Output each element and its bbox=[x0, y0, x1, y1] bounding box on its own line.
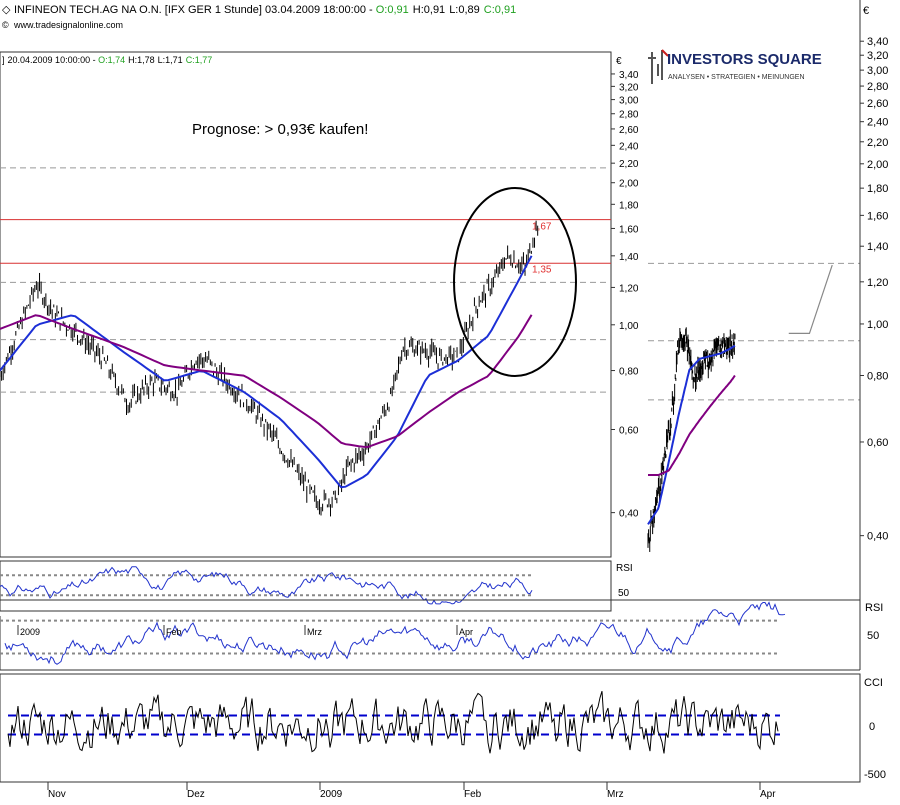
rsi-small-label: RSI bbox=[616, 563, 633, 574]
main-ytick-label: 1,60 bbox=[619, 224, 639, 235]
cci-tick-zero: 0 bbox=[869, 721, 875, 733]
rsi-wide-plot-layer: 2009 Feb Mrz Apr bbox=[0, 601, 786, 665]
right-ytick-label: 1,20 bbox=[867, 277, 888, 289]
inner-low: L:1,71 bbox=[158, 55, 183, 65]
main-plot-layer: 3,403,20 3,00 2,80 2,60 2,40 2,20 2,00 1,80 1,60… bbox=[0, 70, 639, 520]
main-ytick-label: 0,80 bbox=[619, 367, 639, 378]
cci-xtick-label: Apr bbox=[760, 789, 776, 800]
main-ytick-label: 3,00 bbox=[619, 96, 639, 107]
main-ytick-label: 3,20 bbox=[619, 82, 639, 93]
ma-slow-line bbox=[0, 314, 533, 449]
rsi-wide-xtick-label: Feb bbox=[166, 627, 182, 637]
inner-high: H:1,78 bbox=[128, 55, 155, 65]
main-currency-label: € bbox=[616, 56, 622, 67]
projection-path bbox=[788, 264, 833, 334]
rsi-wide-tick: 50 bbox=[867, 630, 879, 642]
right-ytick-label: 2,80 bbox=[867, 81, 888, 93]
main-ytick-label: 0,40 bbox=[619, 509, 639, 520]
right-ytick-label: 2,40 bbox=[867, 117, 888, 129]
diamond-icon: ◇ bbox=[2, 4, 11, 16]
rsi-small-line bbox=[0, 566, 533, 605]
right-ytick-label: 0,40 bbox=[867, 531, 888, 543]
prognose-annotation: Prognose: > 0,93€ kaufen! bbox=[192, 121, 368, 138]
logo-name: INVESTORS SQUARE bbox=[667, 51, 822, 68]
cci-tick-minus500: -500 bbox=[864, 769, 886, 781]
cci-panel: CCI 0 -500 bbox=[0, 673, 886, 783]
logo-tagline: ANALYSEN • STRATEGIEN • MEINUNGEN bbox=[668, 74, 805, 81]
rsi-small-plot-layer bbox=[0, 566, 533, 605]
cci-xtick-label: Mrz bbox=[607, 789, 624, 800]
instrument-title: INFINEON TECH.AG NA O.N. [IFX GER 1 Stun… bbox=[14, 4, 376, 16]
open-value: O:0,91 bbox=[376, 4, 409, 16]
main-ytick-label: 2,80 bbox=[619, 110, 639, 121]
cci-plot-layer: Nov Dez 2009 Feb Mrz Apr bbox=[7, 690, 780, 800]
cci-xtick-label: Nov bbox=[48, 789, 66, 800]
right-ytick-label: 2,00 bbox=[867, 159, 888, 171]
rsi-small-tick: 50 bbox=[618, 588, 630, 599]
main-ytick-label: 2,40 bbox=[619, 141, 639, 152]
breakout-ellipse bbox=[453, 187, 577, 377]
rsi-wide-xtick-label: Mrz bbox=[307, 627, 322, 637]
rsi-small-frame bbox=[0, 560, 612, 612]
inner-open: O:1,74 bbox=[98, 55, 125, 65]
level-label: 1,35 bbox=[532, 264, 552, 275]
investors-square-logo: INVESTORS SQUARE ANALYSEN • STRATEGIEN •… bbox=[648, 49, 822, 84]
high-value: H:0,91 bbox=[413, 4, 445, 16]
main-ytick-label: 1,40 bbox=[619, 252, 639, 263]
right-ytick-label: 3,20 bbox=[867, 50, 888, 62]
right-ytick-label: 1,00 bbox=[867, 319, 888, 331]
chart-header: ◇ INFINEON TECH.AG NA O.N. [IFX GER 1 St… bbox=[2, 4, 869, 30]
right-ytick-label: 3,00 bbox=[867, 65, 888, 77]
right-ytick-label: 1,60 bbox=[867, 210, 888, 222]
cci-frame bbox=[0, 673, 861, 783]
main-chart-panel: ] 20.04.2009 10:00:00 - O:1,74 H:1,78 L:1,7… bbox=[0, 51, 622, 558]
right-ytick-label: 1,40 bbox=[867, 241, 888, 253]
cci-line bbox=[7, 690, 779, 754]
copyright-icon: © bbox=[2, 20, 9, 30]
inner-bracket: ] bbox=[2, 55, 5, 65]
right-ytick-label: 0,60 bbox=[867, 437, 888, 449]
main-ytick-label: 3,40 bbox=[619, 70, 639, 81]
main-ytick-label: 2,60 bbox=[619, 125, 639, 136]
ma-fast-line bbox=[0, 255, 533, 489]
cci-xtick-label: 2009 bbox=[320, 789, 343, 800]
rsi-wide-xtick-label: 2009 bbox=[20, 627, 40, 637]
svg-text:INFINEON TECH.AG NA O.N. [IFX: INFINEON TECH.AG NA O.N. [IFX GER 1 Stun… bbox=[14, 4, 516, 16]
right-ytick-label: 1,80 bbox=[867, 183, 888, 195]
right-ytick-label: 0,80 bbox=[867, 371, 888, 383]
main-ytick-label: 1,00 bbox=[619, 321, 639, 332]
rsi-wide-panel: RSI 50 bbox=[0, 599, 883, 671]
right-ytick-label: 2,20 bbox=[867, 137, 888, 149]
level-label: 1,67 bbox=[532, 222, 552, 233]
right-ma-slow-line bbox=[648, 374, 736, 476]
main-ytick-label: 1,20 bbox=[619, 283, 639, 294]
right-plot-layer: 3,40 3,20 3,00 2,80 2,60 2,40 2,20 2,00 1,80 1,60… bbox=[647, 36, 888, 552]
inner-date: 20.04.2009 10:00:00 - bbox=[8, 55, 99, 65]
rsi-wide-xtick-label: Apr bbox=[459, 627, 473, 637]
rsi-wide-label: RSI bbox=[865, 602, 883, 614]
right-ytick-label: 2,60 bbox=[867, 98, 888, 110]
cci-label: CCI bbox=[864, 677, 883, 689]
rsi-wide-line bbox=[4, 601, 786, 665]
right-ytick-label: 3,40 bbox=[867, 36, 888, 48]
main-ytick-label: 0,60 bbox=[619, 426, 639, 437]
right-ma-fast-line bbox=[647, 344, 736, 525]
main-ytick-label: 2,00 bbox=[619, 179, 639, 190]
low-value: L:0,89 bbox=[449, 4, 480, 16]
cci-xtick-label: Dez bbox=[187, 789, 205, 800]
main-ytick-label: 2,20 bbox=[619, 159, 639, 170]
rsi-small-panel: RSI 50 bbox=[0, 560, 633, 612]
svg-text:]20.04.2009 10:00:00 - O:1,74H: ] 20.04.2009 10:00:00 - O:1,74 H:1,78 L:1,7… bbox=[2, 55, 212, 65]
cci-xtick-label: Feb bbox=[464, 789, 482, 800]
main-ytick-label: 1,80 bbox=[619, 200, 639, 211]
currency-label-right: € bbox=[863, 5, 869, 17]
inner-close: C:1,77 bbox=[186, 55, 213, 65]
source-label: www.tradesignalonline.com bbox=[13, 20, 123, 30]
close-value: C:0,91 bbox=[484, 4, 516, 16]
